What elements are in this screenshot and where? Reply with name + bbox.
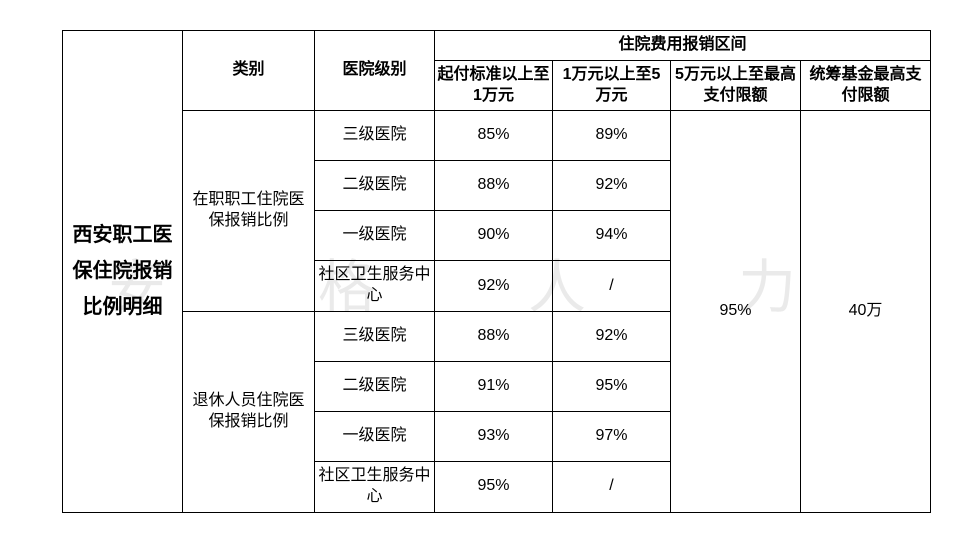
col-header-tier2: 1万元以上至5万元 — [553, 60, 671, 111]
cell-level: 三级医院 — [315, 111, 435, 161]
col-header-tier1: 起付标准以上至1万元 — [435, 60, 553, 111]
table-row: 在职职工住院医保报销比例 三级医院 85% 89% 95% 40万 — [63, 111, 931, 161]
col-header-tier-group: 住院费用报销区间 — [435, 31, 931, 61]
cell-level: 二级医院 — [315, 361, 435, 411]
cell-t2: / — [553, 461, 671, 512]
cell-t2: 97% — [553, 411, 671, 461]
cell-t1: 90% — [435, 211, 553, 261]
table-title: 西安职工医保住院报销比例明细 — [63, 31, 183, 513]
cell-t1: 85% — [435, 111, 553, 161]
reimbursement-table: 西安职工医保住院报销比例明细 类别 医院级别 住院费用报销区间 起付标准以上至1… — [62, 30, 931, 513]
cell-level: 三级医院 — [315, 311, 435, 361]
cell-t2: 92% — [553, 311, 671, 361]
cell-t1: 93% — [435, 411, 553, 461]
cell-t2: 89% — [553, 111, 671, 161]
cell-t4-merged: 40万 — [801, 111, 931, 512]
cell-t2: 94% — [553, 211, 671, 261]
cell-t2: 92% — [553, 161, 671, 211]
col-header-category: 类别 — [183, 31, 315, 111]
category-name: 在职职工住院医保报销比例 — [183, 111, 315, 312]
col-header-tier4: 统筹基金最高支付限额 — [801, 60, 931, 111]
cell-t1: 88% — [435, 311, 553, 361]
cell-t2: 95% — [553, 361, 671, 411]
cell-level: 一级医院 — [315, 411, 435, 461]
category-name: 退休人员住院医保报销比例 — [183, 311, 315, 512]
header-row-1: 西安职工医保住院报销比例明细 类别 医院级别 住院费用报销区间 — [63, 31, 931, 61]
cell-t1: 92% — [435, 261, 553, 312]
cell-t1: 91% — [435, 361, 553, 411]
cell-level: 二级医院 — [315, 161, 435, 211]
cell-level: 一级医院 — [315, 211, 435, 261]
col-header-level: 医院级别 — [315, 31, 435, 111]
table-container: 西安职工医保住院报销比例明细 类别 医院级别 住院费用报销区间 起付标准以上至1… — [62, 30, 910, 513]
cell-t3-merged: 95% — [671, 111, 801, 512]
col-header-tier3: 5万元以上至最高支付限额 — [671, 60, 801, 111]
cell-t1: 95% — [435, 461, 553, 512]
cell-t1: 88% — [435, 161, 553, 211]
cell-level: 社区卫生服务中心 — [315, 461, 435, 512]
cell-t2: / — [553, 261, 671, 312]
cell-level: 社区卫生服务中心 — [315, 261, 435, 312]
